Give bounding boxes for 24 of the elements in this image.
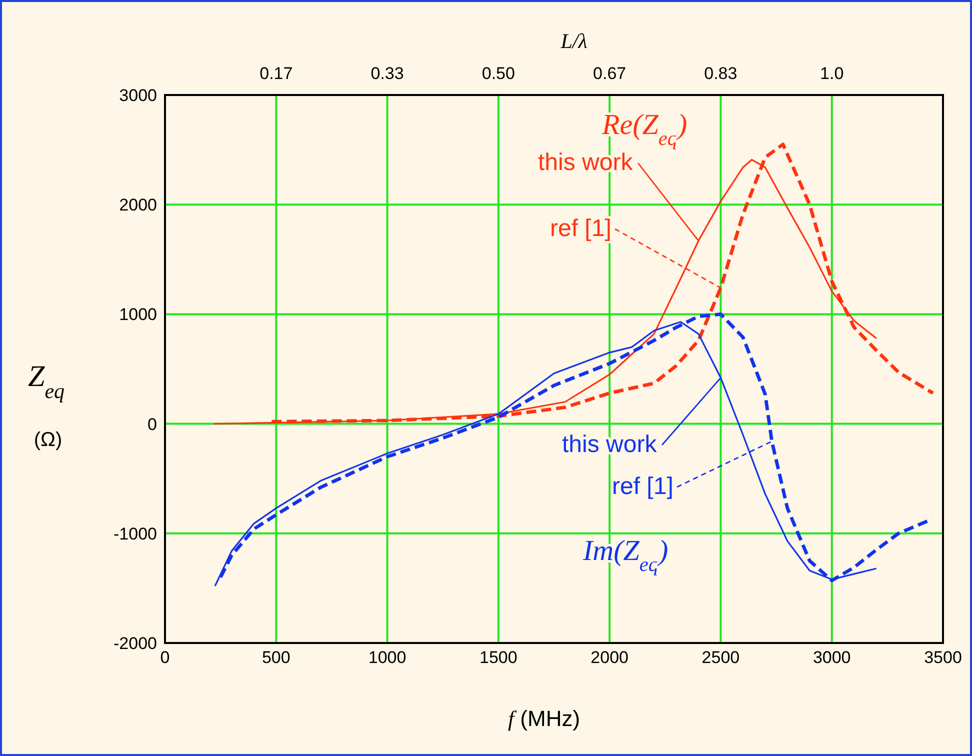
- text: Z$_{eq}$ (Ω): [28, 360, 65, 451]
- y-tick-label: 0: [148, 414, 157, 434]
- y-tick-label: 1000: [119, 305, 157, 324]
- x2-tick-label: 1.0: [820, 64, 844, 83]
- x-tick-label: 3000: [812, 648, 851, 668]
- annotation: ref [1]: [612, 473, 674, 500]
- x-tick-label: 500: [262, 648, 290, 668]
- x2-tick-label: 0.33: [370, 64, 404, 83]
- y-tick-label: 3000: [119, 86, 157, 106]
- y-tick-label: 2000: [119, 196, 157, 215]
- x2-tick-label: 0.83: [704, 64, 738, 83]
- x-axis-title: f (MHz): [508, 706, 580, 731]
- x2-axis-title: L/λ: [560, 29, 588, 53]
- y-tick-label: -2000: [114, 634, 157, 654]
- x-tick-label: 1000: [368, 648, 406, 668]
- y-tick-label: -1000: [114, 524, 157, 544]
- x-tick-label: 1500: [480, 648, 518, 668]
- x-tick-label: 2500: [702, 648, 740, 668]
- x2-tick-label: 0.67: [593, 64, 626, 83]
- x2-tick-label: 0.17: [260, 64, 293, 83]
- x-tick-label: 2000: [590, 648, 628, 668]
- x2-tick-label: 0.50: [482, 64, 515, 83]
- x-tick-label: 0: [160, 648, 170, 668]
- x-tick-label: 3500: [924, 648, 962, 668]
